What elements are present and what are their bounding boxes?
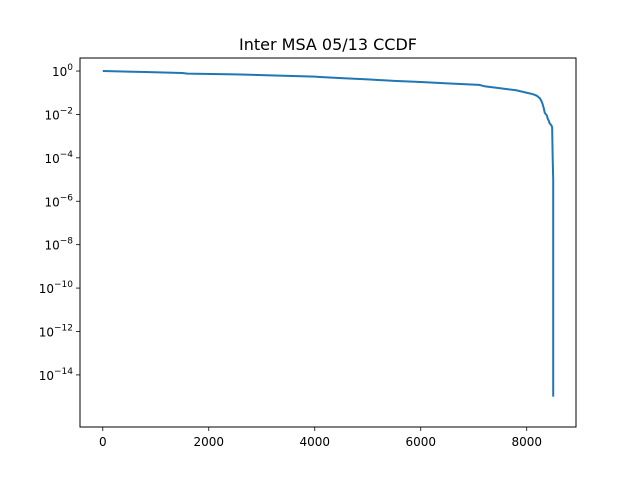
y-tick-base: 10 [52, 65, 67, 79]
x-tick-label: 4000 [299, 435, 330, 449]
x-axis-ticks: 0 2000 4000 6000 8000 [99, 427, 542, 449]
y-tick-exponent: −4 [60, 150, 74, 160]
y-tick-label: 10−10 [39, 280, 74, 296]
y-tick-base: 10 [44, 108, 59, 122]
y-tick-exponent: −6 [60, 193, 74, 203]
y-tick-base: 10 [44, 239, 59, 253]
ccdf-line [102, 70, 555, 397]
y-tick-label: 100 [52, 63, 73, 79]
x-tick-label: 8000 [511, 435, 542, 449]
y-tick-exponent: −10 [54, 280, 73, 290]
y-tick-label: 10−6 [44, 193, 73, 209]
y-tick-label: 10−2 [44, 106, 73, 122]
y-tick-label: 10−8 [44, 237, 73, 253]
y-tick-base: 10 [39, 369, 54, 383]
y-tick-exponent: −8 [60, 237, 74, 247]
chart-title: Inter MSA 05/13 CCDF [239, 35, 417, 54]
y-tick-label: 10−12 [39, 323, 73, 339]
y-tick-base: 10 [39, 282, 54, 296]
x-tick-label: 0 [99, 435, 107, 449]
y-tick-exponent: −12 [54, 323, 73, 333]
y-tick-base: 10 [44, 195, 59, 209]
plot-area-frame [79, 57, 577, 428]
y-tick-exponent: −14 [54, 367, 73, 377]
x-tick-label: 2000 [193, 435, 224, 449]
y-tick-base: 10 [44, 152, 59, 166]
y-tick-exponent: 0 [67, 63, 73, 73]
y-tick-label: 10−14 [39, 367, 74, 383]
y-tick-exponent: −2 [60, 106, 73, 116]
x-tick-label: 6000 [405, 435, 436, 449]
y-tick-base: 10 [39, 325, 54, 339]
y-tick-label: 10−4 [44, 150, 73, 166]
